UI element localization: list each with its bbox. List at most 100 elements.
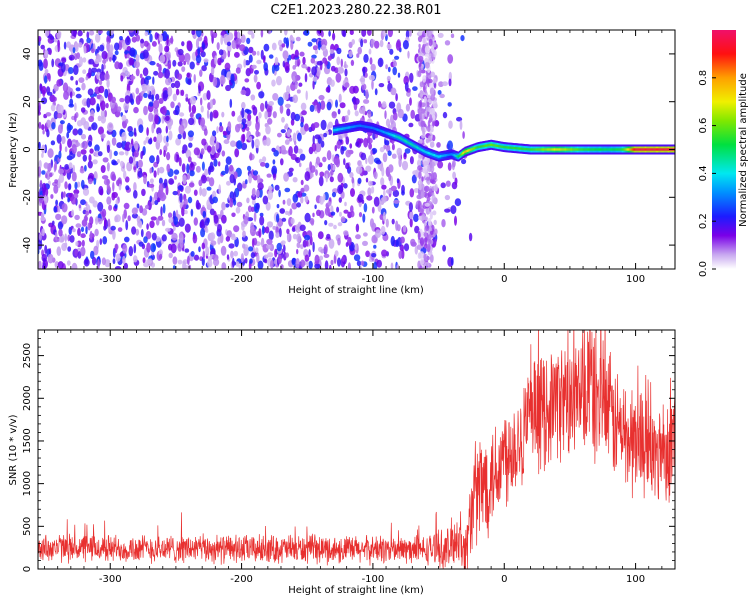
noise-blob	[165, 185, 169, 196]
signal-core	[544, 148, 546, 151]
noise-blob	[330, 65, 336, 72]
noise-blob	[280, 129, 286, 134]
noise-blob	[257, 182, 264, 190]
noise-blob	[97, 258, 100, 269]
signal-core	[435, 154, 438, 158]
noise-blob	[94, 228, 99, 237]
noise-blob	[150, 243, 156, 253]
noise-blob	[187, 78, 192, 86]
noise-blob	[349, 172, 354, 178]
noise-blob	[337, 237, 341, 246]
signal-core	[501, 145, 503, 148]
noise-blob	[125, 36, 131, 46]
noise-blob	[89, 216, 94, 226]
signal-core	[643, 148, 646, 151]
noise-blob	[66, 41, 71, 48]
noise-blob	[274, 248, 278, 258]
noise-blob	[285, 123, 289, 130]
signal-core	[663, 148, 665, 151]
noise-blob	[191, 30, 196, 35]
signal-core	[338, 128, 340, 131]
noise-blob	[44, 30, 50, 37]
signal-core	[446, 154, 448, 157]
signal-core	[636, 148, 638, 151]
noise-blob	[123, 202, 130, 210]
noise-blob	[214, 152, 220, 159]
noise-blob	[174, 105, 180, 116]
signal-core	[400, 137, 402, 140]
noise-blob	[142, 67, 149, 77]
noise-blob	[124, 95, 131, 104]
signal-core	[612, 148, 614, 151]
noise-blob	[159, 54, 166, 64]
noise-blob	[241, 101, 246, 110]
noise-blob	[176, 189, 180, 196]
noise-blob	[133, 182, 137, 192]
noise-blob	[104, 88, 109, 99]
noise-blob	[88, 154, 92, 162]
noise-blob	[104, 217, 107, 227]
noise-blob	[226, 254, 230, 260]
noise-blob	[381, 249, 388, 257]
noise-blob	[189, 112, 194, 118]
noise-blob	[193, 74, 196, 83]
noise-blob	[241, 118, 247, 124]
noise-blob	[345, 149, 352, 158]
signal-core	[665, 148, 668, 151]
noise-blob	[185, 149, 192, 159]
signal-core	[475, 146, 477, 149]
noise-blob	[288, 54, 292, 61]
noise-blob	[295, 258, 300, 269]
noise-blob	[188, 142, 193, 148]
noise-blob	[367, 135, 371, 144]
noise-blob	[111, 174, 117, 182]
signal-core	[550, 148, 553, 151]
noise-blob	[112, 229, 116, 240]
noise-blob	[349, 30, 354, 35]
signal-core	[656, 148, 658, 151]
noise-blob	[75, 93, 82, 99]
noise-blob	[100, 109, 105, 120]
noise-blob	[245, 179, 248, 185]
noise-blob	[133, 190, 138, 199]
signal-core	[597, 148, 600, 151]
noise-blob	[292, 75, 296, 83]
noise-blob	[198, 179, 203, 187]
noise-blob	[203, 128, 208, 136]
signal-core	[604, 148, 606, 151]
noise-blob	[38, 35, 42, 42]
noise-blob	[385, 144, 391, 153]
signal-core	[515, 146, 517, 150]
noise-blob	[277, 254, 282, 265]
signal-core	[370, 126, 372, 129]
noise-blob	[377, 57, 384, 68]
noise-blob	[409, 156, 414, 165]
noise-blob	[373, 171, 378, 180]
noise-blob	[187, 156, 192, 163]
signal-core	[492, 144, 495, 147]
noise-blob	[297, 132, 302, 142]
noise-blob	[291, 227, 296, 233]
signal-core	[498, 145, 500, 148]
noise-blob	[81, 140, 88, 150]
noise-blob	[450, 205, 457, 215]
noise-blob	[265, 226, 270, 234]
noise-blob	[294, 59, 298, 68]
noise-blob	[70, 197, 77, 205]
noise-blob	[390, 235, 395, 247]
noise-blob	[424, 53, 429, 58]
noise-blob	[91, 122, 98, 131]
x-tick-label: -300	[99, 274, 122, 285]
snr-x-axis-label: Height of straight line (km)	[288, 585, 424, 596]
signal-core	[510, 146, 512, 149]
noise-blob	[56, 79, 62, 87]
noise-blob	[396, 178, 400, 184]
noise-blob	[119, 251, 125, 257]
noise-blob	[44, 49, 49, 57]
noise-blob	[165, 77, 172, 86]
noise-blob	[165, 125, 168, 134]
signal-core	[366, 125, 369, 129]
noise-blob	[100, 133, 106, 139]
noise-blob	[119, 97, 125, 103]
noise-blob	[206, 90, 211, 101]
